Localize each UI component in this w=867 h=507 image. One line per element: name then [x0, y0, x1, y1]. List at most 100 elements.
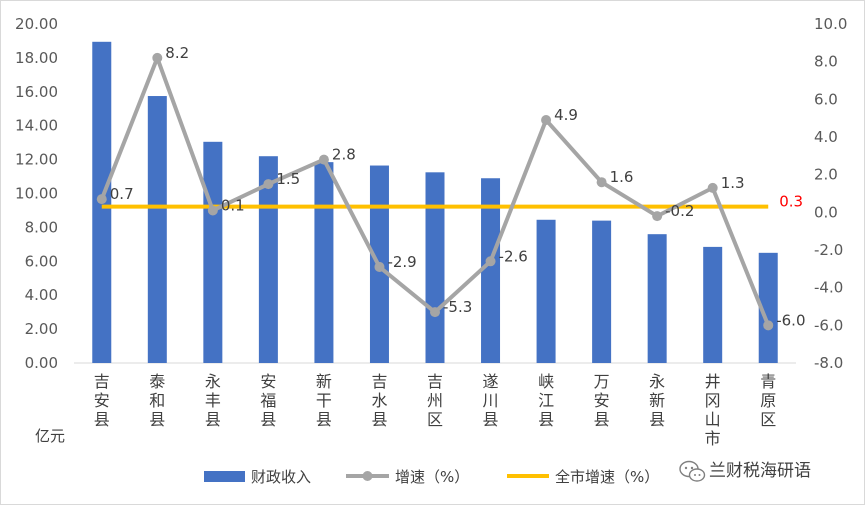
growth-data-label: 1.3 — [721, 174, 745, 192]
growth-data-label: -2.9 — [387, 253, 416, 271]
category-label: 峡 — [538, 372, 554, 391]
left-tick-label: 10.00 — [15, 185, 58, 203]
category-label: 水 — [371, 391, 387, 410]
category-label: 山 — [705, 410, 721, 429]
revenue-bar — [425, 172, 445, 363]
category-label: 干 — [316, 391, 332, 410]
growth-point — [485, 256, 496, 267]
category-label: 吉 — [94, 372, 110, 391]
right-tick-label: 10.0 — [814, 15, 847, 33]
growth-point — [430, 307, 440, 318]
revenue-bar — [758, 252, 778, 363]
legend-swatch-revenue — [204, 471, 245, 482]
right-tick-label: -2.0 — [814, 241, 843, 259]
growth-data-label: -5.3 — [443, 298, 472, 316]
revenue-bar — [481, 178, 501, 363]
category-label: 吉 — [371, 372, 387, 391]
growth-point — [152, 52, 163, 63]
left-tick-label: 4.00 — [25, 286, 58, 304]
category-label: 福 — [260, 391, 276, 410]
category-label: 县 — [371, 410, 387, 429]
unit-label: 亿元 — [35, 427, 65, 445]
category-label: 县 — [316, 410, 332, 429]
category-label: 县 — [483, 410, 499, 429]
category-label: 遂 — [483, 372, 499, 391]
revenue-bar — [536, 219, 556, 363]
wechat-icon — [679, 460, 706, 482]
right-tick-label: 8.0 — [814, 53, 838, 71]
left-tick-label: 16.00 — [15, 83, 58, 101]
category-label: 川 — [483, 391, 499, 410]
revenue-bar — [647, 234, 667, 363]
growth-point — [596, 177, 607, 188]
category-label: 县 — [260, 410, 276, 429]
legend-label-city-growth: 全市增速（%） — [555, 468, 659, 486]
category-label: 安 — [260, 372, 276, 391]
city-growth-data-label: 0.3 — [779, 193, 803, 211]
growth-data-label: -0.2 — [665, 202, 694, 220]
growth-point — [263, 179, 274, 190]
right-tick-label: -6.0 — [814, 316, 843, 334]
right-tick-label: 2.0 — [814, 166, 838, 184]
growth-data-label: 8.2 — [165, 44, 189, 62]
category-label: 江 — [538, 391, 554, 410]
growth-data-label: 1.5 — [276, 170, 300, 188]
growth-point — [541, 115, 552, 126]
category-label: 县 — [649, 410, 665, 429]
growth-point — [96, 194, 107, 205]
growth-data-label: 1.6 — [610, 168, 634, 186]
legend-marker-growth — [362, 471, 373, 481]
right-tick-label: -4.0 — [814, 279, 843, 297]
growth-series: 0.7 8.2 0.1 1.5 2.8 -2.9 -5.3 -2.6 4.9 1.6 -0.2 1.3… — [96, 44, 806, 331]
growth-point — [207, 205, 218, 216]
growth-point — [374, 261, 385, 272]
category-label: 新 — [316, 372, 332, 391]
growth-point — [652, 211, 663, 222]
category-label: 永 — [649, 372, 665, 391]
left-tick-label: 8.00 — [25, 218, 58, 236]
right-tick-label: 0.0 — [814, 203, 838, 221]
left-tick-label: 2.00 — [25, 320, 58, 338]
left-tick-label: 20.00 — [15, 15, 58, 33]
category-label: 县 — [149, 410, 165, 429]
right-axis: -8.0 -6.0 -4.0 -2.0 0.0 2.0 4.0 6.0 8.0 10.0 — [814, 15, 847, 372]
growth-data-label: 0.1 — [221, 196, 245, 214]
left-tick-label: 14.00 — [15, 117, 58, 135]
growth-point — [318, 154, 329, 165]
left-tick-label: 18.00 — [15, 49, 58, 67]
category-label: 和 — [149, 391, 165, 410]
growth-point — [707, 182, 718, 193]
left-tick-label: 6.00 — [25, 252, 58, 270]
revenue-bar — [314, 162, 334, 363]
legend: 财政收入 增速（%） 全市增速（%） — [204, 468, 659, 486]
category-label: 县 — [94, 410, 110, 429]
category-label: 万 — [594, 372, 610, 391]
category-label: 县 — [205, 410, 221, 429]
category-label: 县 — [538, 410, 554, 429]
category-label: 泰 — [149, 372, 165, 391]
revenue-bar — [592, 220, 612, 363]
category-label: 县 — [594, 410, 610, 429]
right-tick-label: -8.0 — [814, 354, 843, 372]
legend-label-growth: 增速（%） — [395, 468, 469, 486]
category-label: 安 — [594, 391, 610, 410]
watermark: 兰财税海研语 — [679, 460, 811, 482]
growth-data-label: -2.6 — [499, 247, 528, 265]
category-label: 州 — [427, 391, 443, 410]
watermark-text: 兰财税海研语 — [709, 461, 811, 481]
category-label: 吉 — [427, 372, 443, 391]
category-label: 丰 — [205, 391, 221, 410]
category-label: 新 — [649, 391, 665, 410]
category-label: 青 — [760, 372, 776, 391]
growth-point — [763, 320, 774, 331]
legend-label-revenue: 财政收入 — [251, 468, 311, 486]
growth-data-label: 2.8 — [332, 146, 356, 164]
left-tick-label: 12.00 — [15, 151, 58, 169]
category-label: 安 — [94, 391, 110, 410]
category-label: 原 — [760, 391, 776, 410]
revenue-bar — [203, 141, 223, 363]
category-label: 冈 — [705, 391, 721, 410]
